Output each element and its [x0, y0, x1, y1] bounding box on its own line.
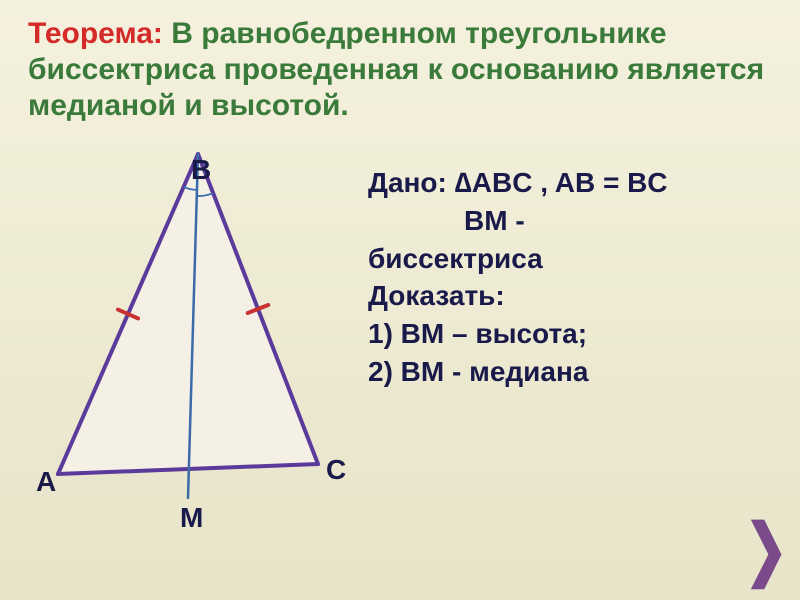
theorem-label: Теорема:	[28, 17, 163, 50]
bm-line: BM -	[464, 202, 772, 240]
vertex-label-m: M	[180, 502, 203, 534]
vertex-label-c: C	[326, 454, 346, 486]
proof-text: Дано: ∆ABC , AB = BC BM - биссектриса До…	[368, 134, 772, 534]
given-content: ∆ABC , AB = BC	[447, 167, 668, 198]
vertex-label-a: A	[36, 466, 56, 498]
given-label: Дано:	[368, 167, 447, 198]
prove-item-2: 2) BM - медиана	[368, 353, 772, 391]
theorem-statement: Теорема: В равнобедренном треугольнике б…	[28, 16, 772, 124]
triangle-svg	[28, 134, 368, 534]
bisector-line: биссектриса	[368, 240, 772, 278]
prove-item-1: 1) BM – высота;	[368, 315, 772, 353]
given-line: Дано: ∆ABC , AB = BC	[368, 164, 772, 202]
prove-label: Доказать:	[368, 277, 772, 315]
triangle-diagram: A B C M	[28, 134, 368, 534]
next-arrow-icon[interactable]: ❯	[744, 511, 788, 589]
vertex-label-b: B	[191, 154, 211, 186]
